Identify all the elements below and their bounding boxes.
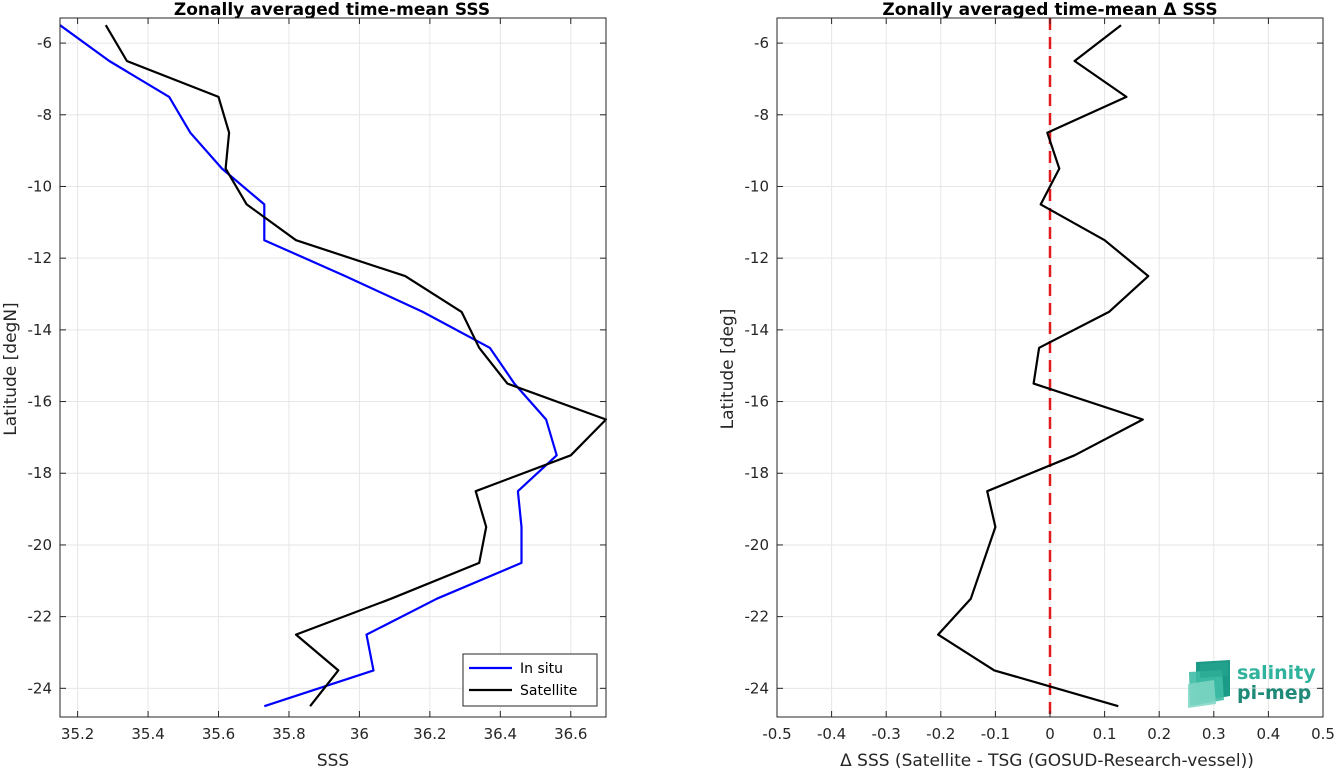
- legend-label-insitu: In situ: [520, 661, 563, 677]
- left-plot-area: [60, 18, 606, 717]
- left-panel: Zonally averaged time-mean SSS 35.2 35.4 3…: [1, 0, 608, 769]
- left-y-tick-label: -8: [37, 106, 52, 124]
- salinity-pi-mep-logo: salinity pi-mep: [1188, 660, 1316, 708]
- right-x-axis-label: Δ SSS (Satellite - TSG (GOSUD-Research-v…: [840, 751, 1254, 769]
- left-x-tick-label: 35.4: [131, 725, 164, 743]
- legend: In situ Satellite: [462, 653, 598, 707]
- right-x-tick-label: 0.4: [1256, 725, 1280, 743]
- right-y-tick-label: -22: [745, 608, 770, 626]
- left-series-line-satellite: [104, 24, 608, 707]
- left-series-line-in-situ: [59, 24, 558, 708]
- right-y-tick-label: -14: [745, 321, 770, 339]
- left-y-tick-label: -14: [28, 321, 53, 339]
- left-x-tick-label: 36.6: [554, 725, 587, 743]
- left-y-tick-label: -12: [28, 249, 53, 267]
- logo-line-1: salinity: [1237, 662, 1316, 684]
- left-y-tick-label: -24: [28, 679, 53, 697]
- logo-line-2: pi-mep: [1237, 682, 1311, 704]
- right-x-tick-label: -0.2: [926, 725, 955, 743]
- right-y-tick-label: -6: [754, 34, 769, 52]
- right-x-tick-label: 0: [1045, 725, 1055, 743]
- left-x-tick-label: 36.2: [413, 725, 446, 743]
- legend-label-satellite: Satellite: [520, 683, 577, 699]
- left-x-tick-label: 35.6: [202, 725, 235, 743]
- left-y-axis-label: Latitude [degN]: [1, 302, 21, 435]
- left-x-tick-label: 35.8: [272, 725, 305, 743]
- left-x-axis-label: SSS: [317, 751, 349, 769]
- right-y-tick-label: -18: [745, 464, 770, 482]
- left-ticks: 35.2 35.4 35.6 35.8 36 36.2 36.4 36.6 -24 -22 -20 -…: [28, 18, 606, 743]
- left-x-tick-label: 36.4: [484, 725, 517, 743]
- left-x-tick-label: 36: [350, 725, 369, 743]
- right-x-tick-label: -0.3: [872, 725, 901, 743]
- right-series-line-delta-sss: [936, 24, 1150, 708]
- right-y-tick-label: -24: [745, 679, 770, 697]
- left-y-tick-label: -16: [28, 393, 53, 411]
- left-y-tick-label: -10: [28, 177, 53, 195]
- right-y-tick-label: -16: [745, 393, 770, 411]
- left-y-tick-label: -18: [28, 464, 53, 482]
- right-y-tick-label: -20: [745, 536, 770, 554]
- left-plot-frame: [59, 17, 607, 718]
- right-x-tick-label: 0.2: [1147, 725, 1171, 743]
- right-x-tick-label: -0.4: [817, 725, 846, 743]
- wave-logo-icon: [1188, 660, 1230, 708]
- left-series-group: [59, 24, 608, 708]
- right-x-tick-label: -0.5: [762, 725, 791, 743]
- right-x-tick-label: -0.1: [981, 725, 1010, 743]
- right-y-tick-label: -10: [745, 177, 770, 195]
- left-y-tick-label: -22: [28, 608, 53, 626]
- left-y-tick-label: -6: [37, 34, 52, 52]
- right-y-tick-label: -8: [754, 106, 769, 124]
- right-x-tick-label: 0.5: [1311, 725, 1335, 743]
- left-gridlines: [60, 18, 606, 717]
- right-chart-title: Zonally averaged time-mean Δ SSS: [882, 0, 1217, 20]
- right-y-axis-label: Latitude [deg]: [718, 309, 738, 430]
- right-series-group: [936, 18, 1150, 717]
- right-y-tick-label: -12: [745, 249, 770, 267]
- right-x-tick-label: 0.3: [1202, 725, 1226, 743]
- right-panel: Zonally averaged time-mean Δ SSS -0.5 -0.…: [718, 0, 1335, 769]
- right-x-tick-label: 0.1: [1093, 725, 1117, 743]
- right-ticks: -0.5 -0.4 -0.3 -0.2 -0.1 0 0.1 0.2 0.3 0.4 0.5 -24 -…: [745, 18, 1335, 743]
- left-x-tick-label: 35.2: [61, 725, 94, 743]
- left-y-tick-label: -20: [28, 536, 53, 554]
- right-gridlines: [776, 18, 1324, 717]
- left-chart-title: Zonally averaged time-mean SSS: [174, 0, 490, 20]
- legend-box: [462, 653, 598, 707]
